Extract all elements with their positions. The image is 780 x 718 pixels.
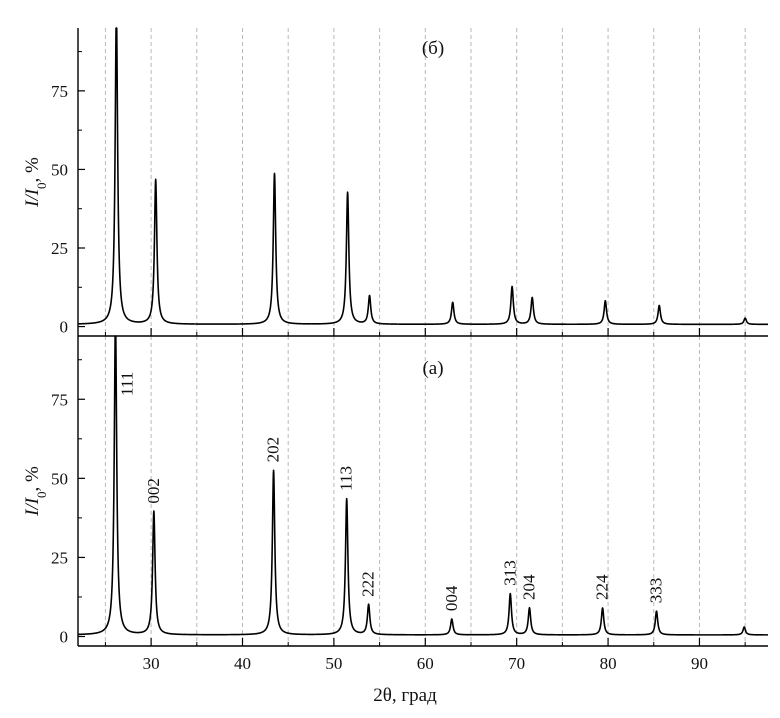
y-tick-label-2-25: 25: [51, 548, 68, 567]
x-tick-label-90: 90: [691, 654, 708, 673]
y-axis-title-panel-2: I/I0, %: [22, 466, 49, 517]
y-tick-label-1-25: 25: [51, 239, 68, 258]
peak-label-222: 222: [359, 571, 378, 597]
y-axis-title-panel-1: I/I0, %: [22, 157, 49, 208]
grid-layer: [104, 28, 746, 646]
x-tick-label-40: 40: [234, 654, 251, 673]
y-tick-label-2-0: 0: [60, 628, 69, 647]
y-tick-label-1-50: 50: [51, 160, 68, 179]
peak-label-333: 333: [647, 578, 666, 604]
peak-label-204: 204: [520, 574, 539, 600]
peak-label-202: 202: [264, 437, 283, 463]
labels-layer: 0 25 50 75 I/I0, % (б) 0 25 50 75 I/I0, % (а) 111 002…: [22, 38, 708, 673]
peak-label-002: 002: [144, 478, 163, 504]
y-tick-label-1-75: 75: [51, 82, 68, 101]
x-tick-label-60: 60: [417, 654, 434, 673]
panel-tag-2: (а): [422, 358, 443, 379]
peak-label-224: 224: [593, 574, 612, 600]
panel-tag-1: (б): [422, 38, 444, 59]
diffraction-curve-panel-2: [77, 335, 769, 636]
peak-label-113: 113: [337, 466, 356, 491]
x-tick-label-70: 70: [508, 654, 525, 673]
x-axis-title: 2θ, град: [373, 685, 437, 706]
diffraction-curve-panel-1: [77, 27, 769, 326]
peak-label-111: 111: [118, 372, 137, 396]
peak-label-004: 004: [442, 585, 461, 611]
series-layer: [77, 27, 769, 636]
x-tick-label-80: 80: [600, 654, 617, 673]
y-tick-label-1-0: 0: [60, 318, 69, 337]
y-tick-label-2-50: 50: [51, 469, 68, 488]
axes-layer: [77, 28, 768, 647]
y-tick-label-2-75: 75: [51, 390, 68, 409]
x-tick-label-30: 30: [143, 654, 160, 673]
peak-label-313: 313: [500, 560, 519, 586]
x-tick-label-50: 50: [325, 654, 342, 673]
